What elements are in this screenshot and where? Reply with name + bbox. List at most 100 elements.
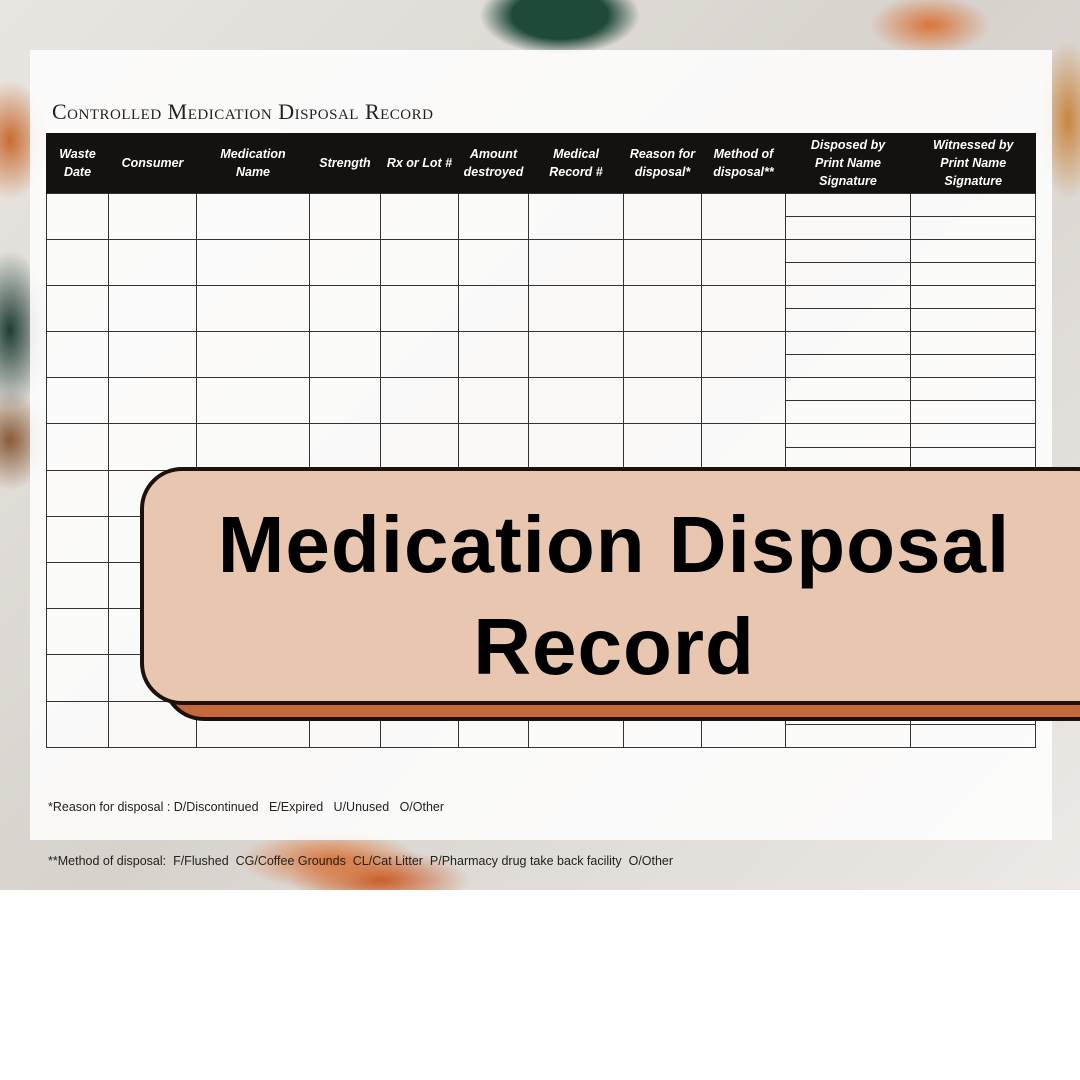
table-cell[interactable] [196, 377, 310, 425]
table-cell[interactable] [108, 377, 197, 425]
table-cell[interactable] [528, 192, 624, 240]
table-cell[interactable] [458, 331, 529, 379]
table-cell[interactable] [46, 192, 109, 240]
table-cell[interactable] [701, 192, 786, 240]
table-cell[interactable] [108, 331, 197, 379]
table-cell[interactable] [380, 284, 459, 333]
table-cell[interactable] [623, 331, 702, 379]
disposed-by-cell[interactable] [785, 400, 911, 425]
table-row [47, 215, 1036, 240]
witnessed-by-cell[interactable] [910, 400, 1036, 425]
disposed-by-cell[interactable] [785, 423, 911, 448]
table-row [46, 284, 1036, 333]
table-cell[interactable] [108, 284, 197, 333]
table-cell[interactable] [623, 423, 702, 471]
banner-line-1: Medication Disposal [217, 500, 1011, 589]
table-cell[interactable] [196, 423, 310, 471]
table-cell[interactable] [458, 192, 529, 240]
table-cell[interactable] [701, 238, 786, 286]
witnessed-by-cell[interactable] [910, 377, 1036, 402]
witnessed-by-cell[interactable] [910, 331, 1036, 356]
column-header: Rx or Lot # [380, 133, 459, 193]
disposed-by-cell[interactable] [785, 284, 911, 309]
disposed-by-cell[interactable] [785, 377, 911, 402]
table-cell[interactable] [458, 284, 529, 333]
table-cell[interactable] [701, 377, 786, 425]
table-cell[interactable] [46, 654, 109, 702]
table-cell[interactable] [701, 284, 786, 333]
table-row [47, 400, 1036, 425]
witnessed-by-cell[interactable] [910, 354, 1036, 379]
witnessed-by-cell[interactable] [910, 307, 1036, 333]
table-cell[interactable] [46, 469, 109, 517]
table-cell[interactable] [46, 561, 109, 610]
witnessed-by-cell[interactable] [910, 192, 1036, 217]
column-header: Waste Date [46, 133, 109, 193]
witnessed-by-cell[interactable] [910, 423, 1036, 448]
table-cell[interactable] [46, 608, 109, 656]
table-row [47, 723, 1036, 748]
table-row [46, 377, 1036, 425]
table-cell[interactable] [458, 238, 529, 286]
table-cell[interactable] [46, 377, 109, 425]
table-cell[interactable] [623, 238, 702, 286]
column-header: Strength [309, 133, 381, 193]
table-cell[interactable] [701, 331, 786, 379]
table-cell[interactable] [46, 515, 109, 564]
disposed-by-cell[interactable] [785, 215, 911, 240]
table-cell[interactable] [108, 423, 197, 471]
witnessed-by-cell[interactable] [910, 215, 1036, 240]
table-cell[interactable] [458, 423, 529, 471]
table-cell[interactable] [46, 700, 109, 748]
witnessed-by-cell[interactable] [910, 238, 1036, 263]
table-cell[interactable] [528, 238, 624, 286]
disposed-by-cell[interactable] [785, 723, 911, 748]
table-cell[interactable] [196, 238, 310, 286]
table-cell[interactable] [309, 284, 381, 333]
table-cell[interactable] [46, 423, 109, 471]
table-cell[interactable] [196, 284, 310, 333]
table-cell[interactable] [623, 377, 702, 425]
table-cell[interactable] [380, 377, 459, 425]
disposed-by-cell[interactable] [785, 331, 911, 356]
table-cell[interactable] [528, 423, 624, 471]
table-cell[interactable] [108, 238, 197, 286]
table-cell[interactable] [46, 284, 109, 333]
table-cell[interactable] [46, 331, 109, 379]
disposed-by-cell[interactable] [785, 307, 911, 333]
column-header: Medication Name [196, 133, 310, 193]
table-cell[interactable] [528, 331, 624, 379]
table-cell[interactable] [701, 423, 786, 471]
witnessed-by-cell[interactable] [910, 723, 1036, 748]
banner-line-2: Record [473, 602, 755, 691]
disposed-by-cell[interactable] [785, 261, 911, 286]
table-cell[interactable] [528, 284, 624, 333]
table-cell[interactable] [309, 192, 381, 240]
column-header: Reason for disposal* [623, 133, 702, 193]
witnessed-by-cell[interactable] [910, 284, 1036, 309]
table-cell[interactable] [380, 238, 459, 286]
witnessed-by-cell[interactable] [910, 446, 1036, 471]
witnessed-by-cell[interactable] [910, 261, 1036, 286]
table-cell[interactable] [309, 238, 381, 286]
table-cell[interactable] [196, 331, 310, 379]
table-cell[interactable] [196, 192, 310, 240]
table-cell[interactable] [108, 192, 197, 240]
table-cell[interactable] [528, 377, 624, 425]
table-cell[interactable] [309, 377, 381, 425]
disposed-by-cell[interactable] [785, 354, 911, 379]
table-cell[interactable] [309, 423, 381, 471]
column-header: Medical Record # [528, 133, 624, 193]
table-cell[interactable] [623, 192, 702, 240]
table-cell[interactable] [380, 331, 459, 379]
table-cell[interactable] [46, 238, 109, 286]
disposed-by-cell[interactable] [785, 238, 911, 263]
disposed-by-cell[interactable] [785, 192, 911, 217]
column-header: Disposed by Print Name Signature [785, 133, 911, 193]
table-cell[interactable] [458, 377, 529, 425]
table-cell[interactable] [380, 423, 459, 471]
table-cell[interactable] [380, 192, 459, 240]
table-cell[interactable] [623, 284, 702, 333]
table-cell[interactable] [309, 331, 381, 379]
title-banner: Medication Disposal Record [140, 467, 1080, 705]
